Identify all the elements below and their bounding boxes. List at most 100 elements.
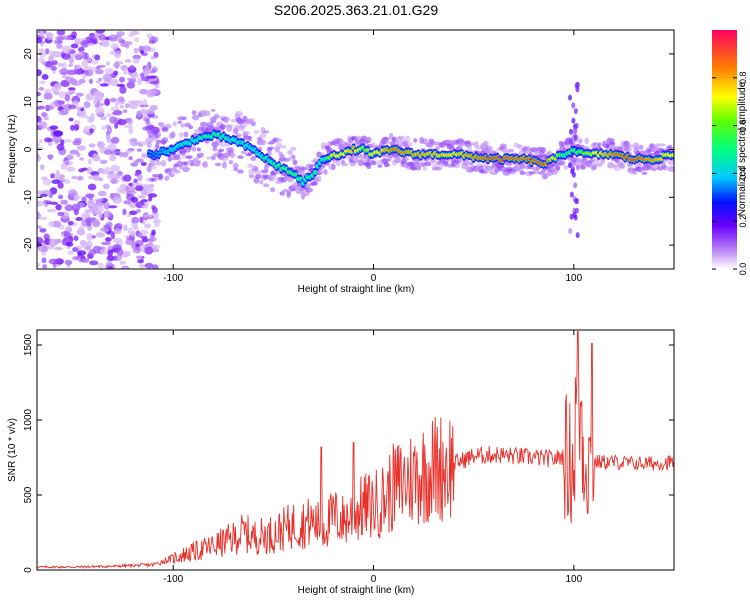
noise-blob <box>79 157 84 161</box>
noise-blob <box>48 238 59 247</box>
noise-blob <box>37 69 42 77</box>
noise-blob <box>37 37 43 44</box>
noise-blob <box>91 59 99 65</box>
noise-blob <box>60 178 67 182</box>
ridge-halo <box>145 177 153 182</box>
noise-blob <box>99 83 109 87</box>
noise-blob <box>82 51 87 59</box>
spike-smear <box>573 134 578 141</box>
ridge-halo <box>259 133 267 139</box>
noise-blob <box>93 218 99 225</box>
ridge-halo <box>146 165 152 173</box>
ridge-halo <box>555 165 561 171</box>
ridge-halo <box>248 118 255 123</box>
ridge-halo <box>275 138 283 143</box>
noise-blob <box>92 174 100 181</box>
noise-blob <box>105 237 112 242</box>
ridge-halo <box>377 164 383 168</box>
noise-blob <box>69 149 79 155</box>
noise-blob <box>99 159 108 164</box>
noise-blob <box>109 192 115 200</box>
ridge-halo <box>156 131 161 138</box>
noise-blob <box>48 50 58 55</box>
snr-y-ticks: 0 500 1000 1500 <box>23 333 674 573</box>
noise-blob <box>154 84 160 89</box>
x-tick-label: 0 <box>371 574 377 585</box>
x-tick-label: -100 <box>163 273 183 284</box>
noise-blob <box>86 233 93 241</box>
noise-blob <box>129 138 138 142</box>
x-tick-label: 100 <box>565 574 582 585</box>
noise-blob <box>136 110 142 118</box>
noise-blob <box>72 247 78 252</box>
noise-blob <box>88 143 96 148</box>
noise-blob <box>113 50 122 59</box>
noise-blob <box>37 91 41 97</box>
noise-blob <box>114 122 119 129</box>
ridge-halo <box>281 145 287 149</box>
noise-blob <box>43 92 53 100</box>
ridge-halo <box>213 113 220 119</box>
noise-blob <box>41 112 48 118</box>
noise-blob <box>101 125 107 131</box>
noise-blob <box>103 183 110 190</box>
noise-blob <box>81 242 88 249</box>
ridge-halo <box>370 161 377 166</box>
noise-blob <box>111 111 120 116</box>
noise-blob <box>128 126 134 135</box>
noise-blob <box>94 198 105 202</box>
ridge-halo <box>638 144 644 150</box>
noise-blob <box>52 134 62 143</box>
ridge-halo <box>161 159 167 167</box>
ridge-halo <box>584 137 589 144</box>
spectrogram-y-label: Frequency (Hz) <box>7 115 18 184</box>
spike-smear <box>573 182 578 189</box>
noise-blob <box>107 126 112 134</box>
noise-blob <box>37 236 43 244</box>
ridge-halo <box>254 170 262 176</box>
noise-blob <box>112 244 122 251</box>
noise-blob <box>77 175 84 181</box>
spectrogram-y-ticks: -20 -10 0 10 20 <box>23 48 674 252</box>
ridge-halo <box>172 169 181 174</box>
ridge-halo <box>485 168 493 173</box>
noise-blob <box>106 255 115 262</box>
x-tick-label: 0 <box>371 273 377 284</box>
ridge-halo <box>162 137 169 143</box>
ridge-halo <box>193 157 199 162</box>
ridge-halo <box>381 154 389 158</box>
noise-blob <box>71 175 78 180</box>
noise-blob <box>87 175 94 180</box>
noise-blob <box>126 81 136 89</box>
noise-blob <box>118 96 125 103</box>
noise-blob <box>68 69 78 74</box>
ridge-halo <box>468 142 475 146</box>
ridge-halo <box>605 143 610 150</box>
ridge-halo <box>331 163 336 171</box>
ridge-halo <box>300 166 309 171</box>
noise-blob <box>81 72 87 80</box>
noise-blob <box>64 259 73 265</box>
noise-blob <box>145 108 155 115</box>
ridge-halo <box>177 120 182 124</box>
noise-blob <box>123 250 131 257</box>
ridge-halo <box>662 165 668 171</box>
noise-blob <box>95 30 106 34</box>
noise-blob <box>95 69 104 75</box>
ridge-halo <box>365 136 372 143</box>
noise-blob <box>129 210 138 216</box>
noise-blob <box>144 262 154 269</box>
ridge-halo <box>394 157 401 164</box>
noise-blob <box>112 196 122 204</box>
noise-blob <box>50 173 56 179</box>
spike-smear <box>571 102 576 109</box>
noise-blob <box>122 109 128 113</box>
noise-blob <box>110 50 115 55</box>
ridge-halo <box>180 123 186 128</box>
ridge-halo <box>219 141 227 148</box>
colorbar-tick-label: 0.2 <box>738 215 748 228</box>
noise-blob <box>109 150 120 155</box>
noise-blob <box>116 254 122 262</box>
noise-blob <box>51 220 62 228</box>
